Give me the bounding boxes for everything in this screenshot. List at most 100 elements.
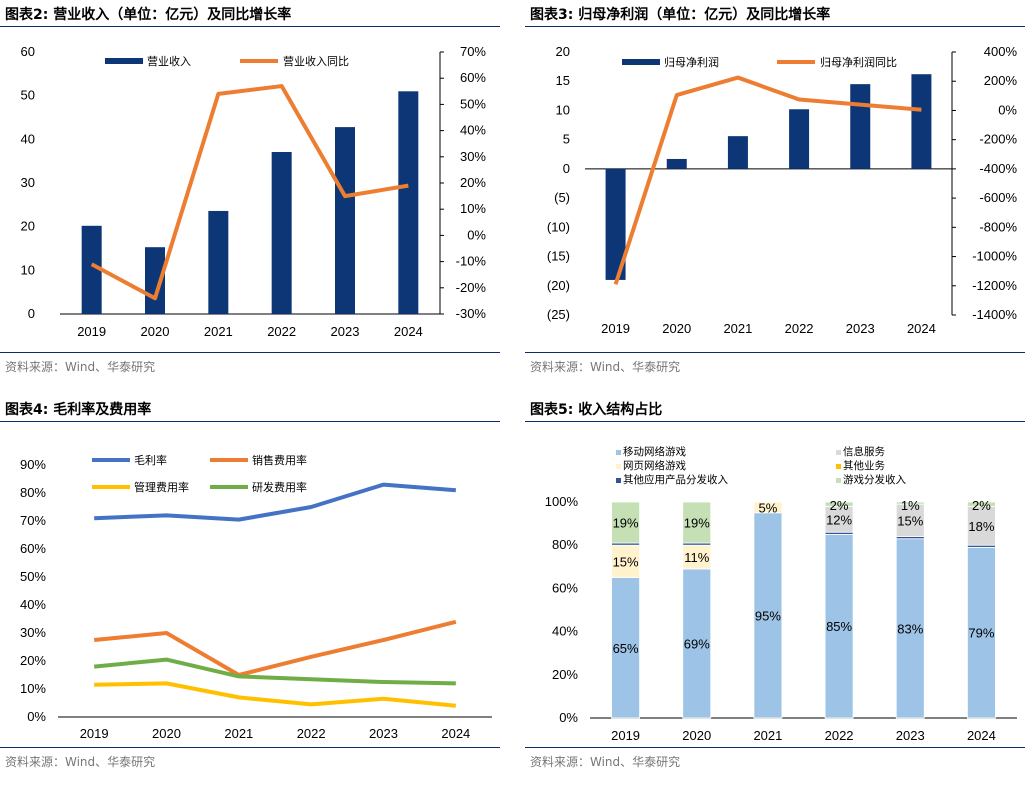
legend-label: 研发费用率 (252, 480, 307, 494)
y-tick-label-left: 5 (563, 132, 570, 147)
y-tick-label: 70% (20, 513, 46, 528)
x-tick-label: 2021 (204, 324, 233, 339)
revenue-structure-chart: 0% 20% 40% 60% 80% 100% 2019 65% 15% 19% 2020 69% 11… (545, 445, 1017, 743)
y-tick-label: 90% (20, 457, 46, 472)
line-rd-expense-ratio (93, 657, 456, 686)
stacked-segment (682, 501, 712, 544)
x-tick-label: 2022 (267, 324, 296, 339)
stacked-segment (895, 501, 925, 505)
y-tick-label: 80% (20, 485, 46, 500)
y-tick-label-right: 30% (460, 149, 486, 164)
stacked-segment (611, 577, 640, 719)
legend-label: 其他业务 (843, 459, 885, 472)
stacked-segment (753, 512, 783, 719)
stacked-segment (967, 505, 996, 546)
data-label: 79% (968, 626, 994, 641)
x-tick-label: 2021 (723, 321, 752, 336)
x-tick-label: 2023 (369, 726, 398, 741)
data-label: 5% (759, 500, 778, 515)
y-tick-label: 0% (559, 710, 578, 725)
y-tick-label: 60% (552, 580, 578, 595)
y-tick-label: 20% (20, 653, 46, 668)
source-rule (0, 352, 500, 353)
y-tick-label-left: 0 (28, 306, 35, 321)
legend-swatch (616, 450, 621, 455)
data-label: 18% (968, 519, 994, 534)
y-tick-label-right: -1400% (972, 307, 1017, 322)
legend-label: 网页网络游戏 (623, 459, 686, 472)
chart-title: 图表3: 归母净利润（单位：亿元）及同比增长率 (530, 7, 831, 23)
legend-label-net-profit: 归母净利润 (664, 55, 719, 69)
data-label: 12% (826, 512, 852, 527)
bar-revenue (208, 210, 229, 314)
source-rule (0, 747, 500, 748)
data-label: 95% (755, 608, 781, 623)
data-label: 83% (897, 621, 923, 636)
y-tick-label-right: -200% (979, 132, 1017, 147)
stacked-segment (611, 544, 640, 578)
x-tick-label: 2020 (682, 728, 711, 743)
y-tick-label: 20% (552, 667, 578, 682)
chart-panel-margins: 图表4: 毛利率及费用率 0% 10% 20% 30% 40% 50% 60% 70% 80% 9… (0, 395, 500, 782)
revenue-chart: 0 10 20 30 40 50 60 -30% -20% -10% 0% 10% 20% 30% 40% 5… (21, 44, 487, 339)
stacked-segment (753, 501, 783, 514)
y-tick-label-left: (5) (554, 190, 570, 205)
bar-revenue (81, 225, 102, 314)
y-tick-label: 40% (552, 624, 578, 639)
title-rule (0, 421, 500, 422)
x-tick-label: 2022 (297, 726, 326, 741)
y-tick-label-right: -800% (979, 219, 1017, 234)
y-tick-label-right: 20% (460, 175, 486, 190)
chart-title: 图表4: 毛利率及费用率 (5, 402, 152, 418)
data-label: 65% (613, 641, 639, 656)
line-gross-margin (94, 482, 456, 522)
y-tick-label: 60% (20, 541, 46, 556)
y-tick-label-right: -1000% (972, 249, 1017, 264)
legend-label-net-profit-yoy: 归母净利润同比 (820, 55, 897, 69)
x-tick-label: 2024 (441, 726, 470, 741)
y-tick-label-left: 10 (556, 102, 570, 117)
chart-title: 图表5: 收入结构占比 (530, 402, 663, 418)
data-label: 19% (684, 516, 710, 531)
data-label: 11% (684, 550, 709, 565)
title-rule (525, 421, 1025, 422)
y-tick-label-right: 0% (998, 102, 1017, 117)
y-tick-label-left: 20 (21, 219, 35, 234)
legend-swatch-net-profit (622, 59, 660, 65)
x-tick-label: 2024 (907, 321, 936, 336)
y-tick-label-right: 10% (460, 201, 486, 216)
data-label: 2% (972, 498, 991, 513)
bar-revenue (271, 151, 292, 314)
legend-label: 毛利率 (134, 453, 167, 467)
y-tick-label: 50% (20, 569, 46, 584)
y-tick-label-left: 20 (556, 44, 570, 59)
bar-net-profit (666, 158, 687, 169)
net-profit-chart: (25) (20) (15) (10) (5) 0 5 10 15 20 -1400% -1200% -… (547, 44, 1018, 336)
y-tick-label-left: (25) (547, 307, 570, 322)
margin-chart: 0% 10% 20% 30% 40% 50% 60% 70% 80% 90% 2019 2020 202… (20, 453, 492, 741)
legend-label: 管理费用率 (134, 480, 189, 494)
stacked-segment (611, 501, 640, 544)
y-tick-label: 100% (545, 494, 579, 509)
chart-panel-revenue: 图表2: 营业收入（单位：亿元）及同比增长率 0 10 20 30 40 50 60 -30%… (0, 0, 500, 387)
data-label: 1% (901, 498, 920, 513)
source-note: 资料来源：Wind、华泰研究 (530, 755, 681, 769)
x-tick-label: 2019 (611, 728, 640, 743)
legend-swatch-revenue (105, 58, 143, 64)
x-tick-label: 2024 (967, 728, 996, 743)
bar-revenue (398, 91, 419, 314)
stacked-segment (824, 501, 854, 507)
y-tick-label-left: 15 (556, 73, 570, 88)
line-revenue-yoy (90, 84, 409, 301)
legend-label: 其他应用产品分发收入 (623, 473, 728, 486)
y-tick-label-right: -400% (979, 161, 1017, 176)
y-tick-label: 40% (20, 597, 46, 612)
title-rule (0, 26, 500, 27)
stacked-segment (967, 501, 996, 507)
y-tick-label-right: 60% (460, 70, 486, 85)
data-label: 2% (830, 498, 849, 513)
legend-swatch (836, 450, 841, 455)
legend-label: 信息服务 (843, 445, 885, 458)
x-tick-label: 2020 (152, 726, 181, 741)
stacked-segment (682, 568, 712, 719)
